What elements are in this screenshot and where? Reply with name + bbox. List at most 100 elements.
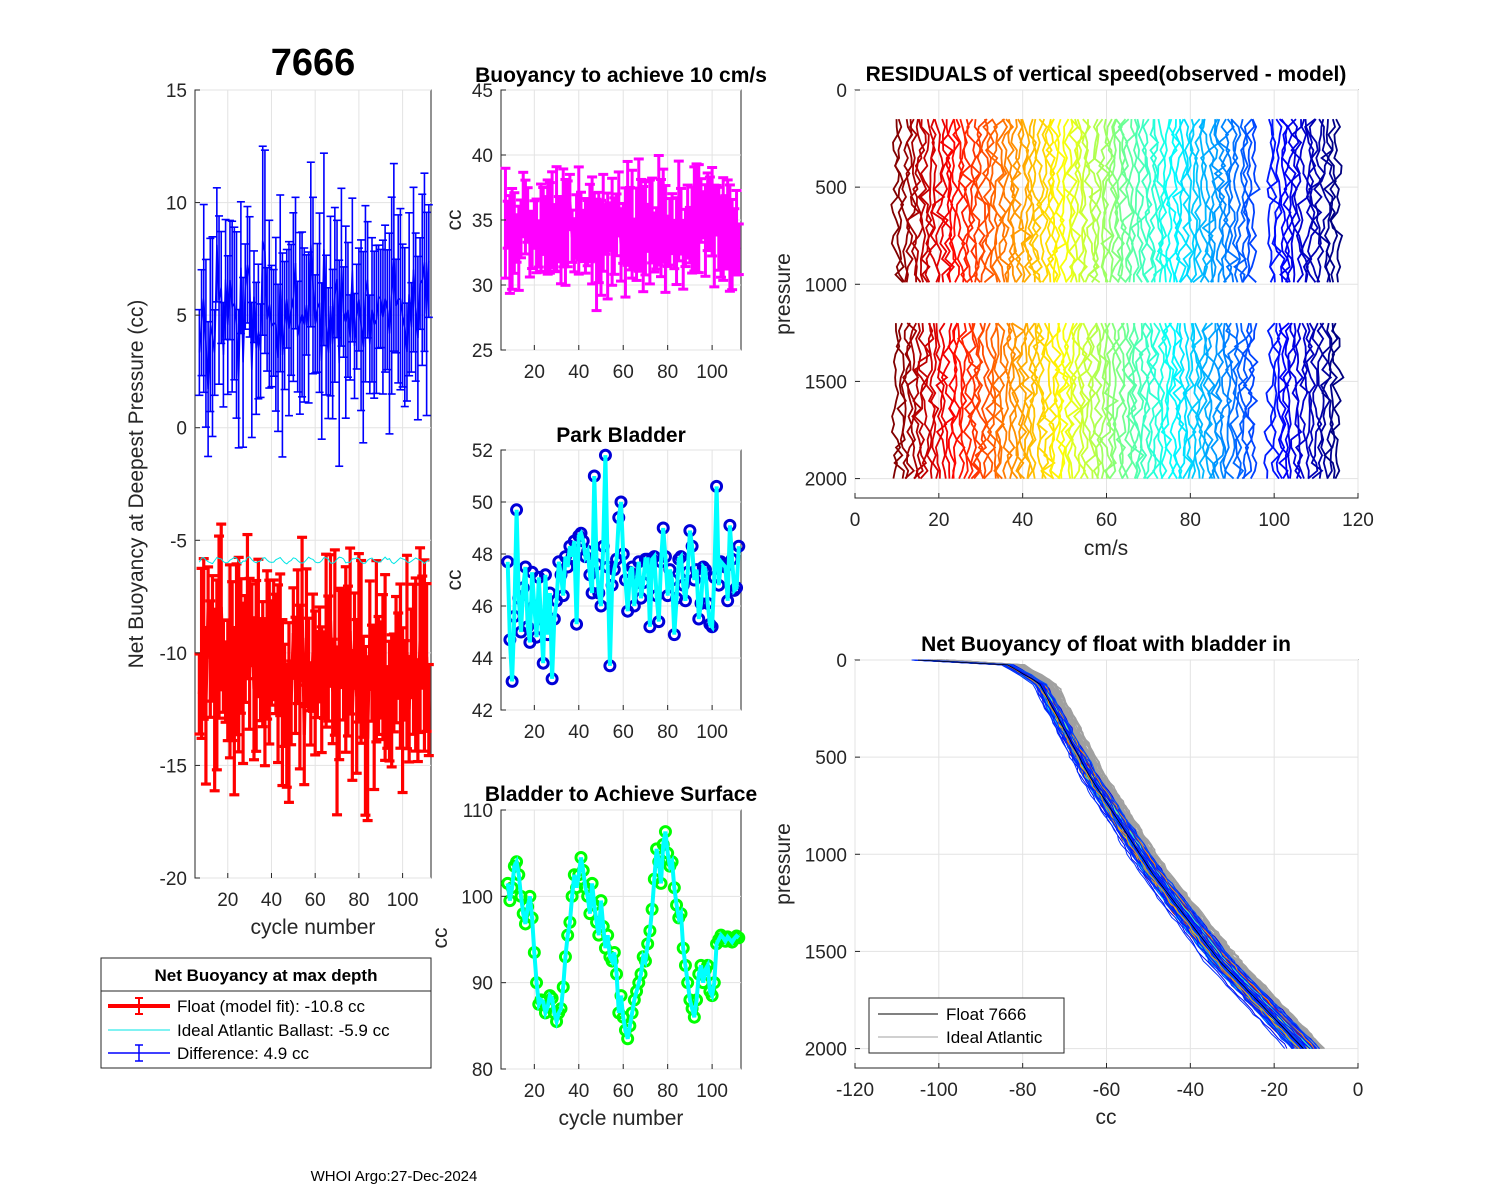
y-tick-label: 46 xyxy=(472,597,493,618)
residual-profile xyxy=(935,322,949,479)
residuals-panel: RESIDUALS of vertical speed(observed - m… xyxy=(772,63,1374,560)
residual-profile xyxy=(890,119,905,283)
residual-profile xyxy=(1290,119,1304,283)
buoyancy-10cms-line xyxy=(504,201,741,256)
residual-profile xyxy=(1241,322,1256,480)
residual-profile xyxy=(1084,118,1102,284)
legend-float-7666-label: Float 7666 xyxy=(946,1005,1026,1024)
residual-profile xyxy=(903,119,917,283)
residual-profile xyxy=(939,119,956,283)
y-tick-label: 1500 xyxy=(805,372,847,393)
x-tick-label: 80 xyxy=(1180,510,1201,531)
residual-profile xyxy=(1115,322,1129,479)
bladder-surface-ylabel: cc xyxy=(429,928,452,949)
residual-profile xyxy=(966,323,981,480)
float-profile xyxy=(919,659,1306,1049)
y-tick-label: 500 xyxy=(815,178,847,199)
residual-profile xyxy=(936,118,952,283)
x-tick-label: 40 xyxy=(568,722,589,743)
residual-profile xyxy=(1149,119,1166,283)
bladder-surface-panel: Bladder to Achieve Surface 20 40 60 80 100 80… xyxy=(429,783,757,1130)
bladder-in-legend: Float 7666 Ideal Atlantic xyxy=(868,997,1065,1054)
residuals-title: RESIDUALS of vertical speed(observed - m… xyxy=(866,63,1347,86)
residual-profile xyxy=(1295,118,1310,283)
residual-profile xyxy=(1304,118,1319,283)
residual-profile xyxy=(1083,119,1099,283)
residual-profile xyxy=(1191,322,1205,479)
residual-profile xyxy=(1246,322,1259,480)
y-tick-label: 90 xyxy=(472,974,493,995)
residual-profile xyxy=(1222,118,1235,283)
x-tick-label: 20 xyxy=(524,1081,545,1102)
x-tick-label: 60 xyxy=(1096,510,1117,531)
x-tick-label: 100 xyxy=(387,890,419,911)
legend-title: Net Buoyancy at max depth xyxy=(155,966,378,985)
bladder-in-panel: Net Buoyancy of float with bladder in -1… xyxy=(772,633,1363,1129)
y-tick-label: 0 xyxy=(836,81,847,102)
residual-profile xyxy=(1074,118,1089,283)
residual-profile xyxy=(1056,322,1071,479)
residual-profile xyxy=(914,118,928,283)
buoyancy-10cms-title: Buoyancy to achieve 10 cm/s xyxy=(475,64,767,87)
y-tick-label: 15 xyxy=(166,81,187,102)
residual-profile xyxy=(1038,118,1049,283)
residual-profile xyxy=(1059,118,1070,283)
residual-profile xyxy=(1100,118,1114,283)
residual-profile xyxy=(1028,323,1039,479)
residual-profile xyxy=(1310,322,1324,480)
residual-profile xyxy=(1098,322,1113,479)
y-tick-label: 1000 xyxy=(805,845,847,866)
residual-profile xyxy=(1103,322,1120,480)
bladder-in-ylabel: pressure xyxy=(772,823,795,905)
residual-profile xyxy=(1305,322,1319,480)
float-fit-line xyxy=(197,606,431,740)
residual-profile xyxy=(1092,322,1104,479)
residual-profile xyxy=(893,118,906,283)
residual-profile xyxy=(1130,118,1143,283)
float-profile xyxy=(921,659,1320,1049)
residual-profile xyxy=(1223,322,1239,480)
residual-profile xyxy=(1117,118,1128,283)
net-buoyancy-ylabel: Net Buoyancy at Deepest Pressure (cc) xyxy=(125,300,148,669)
x-tick-label: 100 xyxy=(696,1081,728,1102)
residual-profile xyxy=(1132,323,1145,479)
residual-profile xyxy=(986,118,999,283)
x-tick-label: 0 xyxy=(850,510,861,531)
x-tick-label: 60 xyxy=(305,890,326,911)
residual-profile xyxy=(1141,118,1155,283)
residual-profile xyxy=(1107,118,1119,283)
residual-profile xyxy=(1270,323,1281,480)
residual-profile xyxy=(899,322,912,479)
y-tick-label: 100 xyxy=(461,887,493,908)
float-profile xyxy=(911,659,1286,1049)
residual-profile xyxy=(1096,322,1110,479)
residual-profile xyxy=(1010,118,1025,283)
x-tick-label: 60 xyxy=(613,362,634,383)
residual-profile xyxy=(1222,322,1234,479)
y-tick-label: 35 xyxy=(472,211,493,232)
buoyancy-10cms-panel: Buoyancy to achieve 10 cm/s 20 40 60 80 100 2… xyxy=(443,64,767,383)
residual-profile xyxy=(1113,118,1125,283)
y-tick-label: 42 xyxy=(472,701,493,722)
residual-profile xyxy=(1284,118,1297,283)
residual-profile xyxy=(1076,322,1088,480)
residual-profile xyxy=(1070,322,1084,480)
residual-profile xyxy=(990,118,1006,283)
residual-profile xyxy=(905,118,921,283)
legend-swatch-difference xyxy=(108,1044,170,1062)
residual-profile xyxy=(1031,118,1046,283)
residual-profile xyxy=(1172,322,1185,479)
y-tick-label: 1500 xyxy=(805,942,847,963)
x-tick-label: 40 xyxy=(1012,510,1033,531)
residual-profile xyxy=(1157,322,1167,479)
y-tick-label: 40 xyxy=(472,146,493,167)
float-profile xyxy=(920,659,1308,1049)
park-bladder-panel: Park Bladder 20 40 60 80 100 42 44 46 48 50 52 cc xyxy=(443,424,746,743)
bladder-in-xlabel: cc xyxy=(1096,1106,1117,1129)
x-tick-label: 20 xyxy=(524,362,545,383)
y-tick-label: 30 xyxy=(472,276,493,297)
residual-profile xyxy=(911,322,924,480)
footer-stamp: WHOI Argo:27-Dec-2024 xyxy=(311,1168,478,1185)
residual-profile xyxy=(953,322,968,479)
